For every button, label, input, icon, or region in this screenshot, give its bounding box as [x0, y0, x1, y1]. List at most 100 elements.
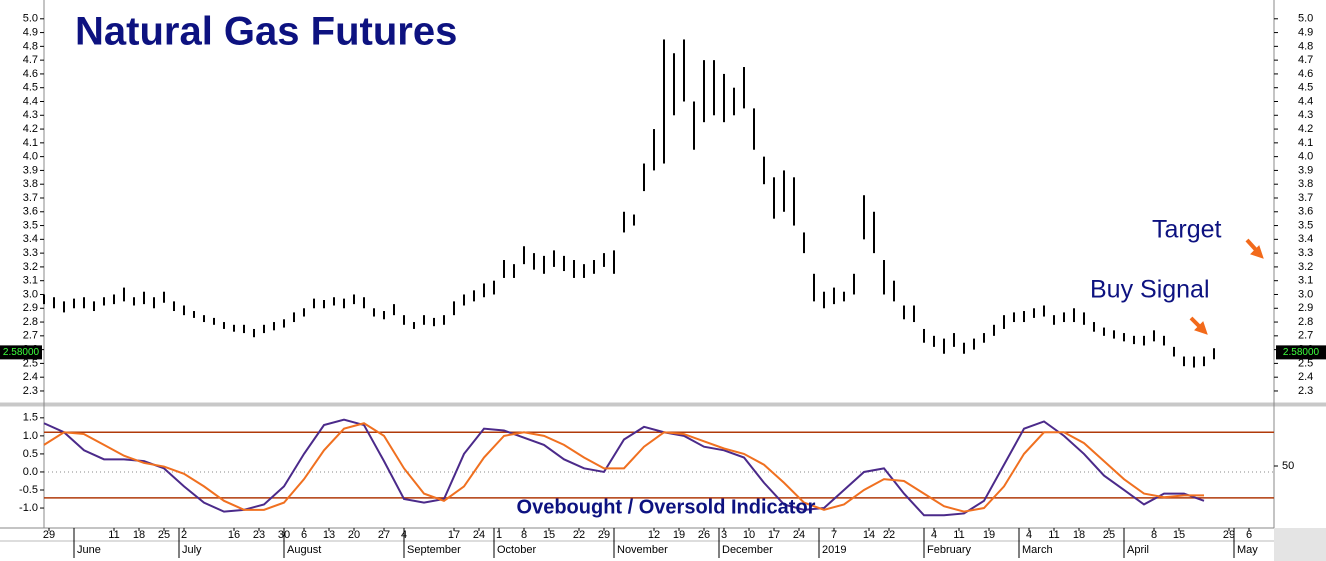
x-tick-label: 11 — [108, 529, 119, 541]
month-label: May — [1237, 544, 1258, 556]
y-tick-label: 4.9 — [23, 26, 38, 38]
y-tick-label-right: 2.4 — [1298, 371, 1313, 383]
y-tick-label: 4.1 — [23, 137, 38, 149]
axis-corner — [1274, 528, 1326, 561]
current-price-box — [0, 345, 42, 360]
y-tick-label-right: 4.0 — [1298, 151, 1313, 163]
x-tick-label: 17 — [448, 529, 460, 541]
x-tick-label: 22 — [883, 529, 895, 541]
y-tick-label: 4.3 — [23, 109, 38, 121]
current-price-label: 2.58000 — [3, 347, 40, 358]
x-tick-label: 7 — [831, 529, 837, 541]
y-tick-label-right: 4.8 — [1298, 40, 1313, 52]
x-tick-label: 13 — [323, 529, 335, 541]
y-tick-label: 2.8 — [23, 316, 38, 328]
y-tick-label: 4.2 — [23, 123, 38, 135]
y-tick-label-right: 2.5 — [1298, 357, 1313, 369]
indicator-title: Ovebought / Oversold Indicator — [517, 496, 816, 518]
x-tick-label: 20 — [348, 529, 360, 541]
y-tick-label-right: 2.9 — [1298, 302, 1313, 314]
x-tick-label: 4 — [1026, 529, 1032, 541]
y-tick-label-right: 4.7 — [1298, 54, 1313, 66]
y-tick-label-right: 2.3 — [1298, 385, 1313, 397]
current-price-label: 2.58000 — [1283, 347, 1320, 358]
month-label: April — [1127, 544, 1149, 556]
x-tick-label: 18 — [1073, 529, 1085, 541]
marks: 2.32.32.42.42.52.52.62.62.72.72.82.82.92… — [0, 13, 1326, 558]
y-tick-label: 2.7 — [23, 330, 38, 342]
y-tick-label: 4.6 — [23, 68, 38, 80]
x-tick-label: 25 — [158, 529, 170, 541]
y-tick-label: 1.0 — [23, 430, 38, 442]
y-tick-label: 3.8 — [23, 178, 38, 190]
month-label: July — [182, 544, 202, 556]
y-tick-label-right: 4.6 — [1298, 68, 1313, 80]
x-tick-label: 29 — [598, 529, 610, 541]
month-label: 2019 — [822, 544, 846, 556]
y-tick-label: 3.1 — [23, 275, 38, 287]
y-tick-label-right: 4.4 — [1298, 95, 1313, 107]
x-tick-label: 16 — [228, 529, 240, 541]
indicator-line — [43, 418, 1205, 517]
x-tick-label: 8 — [1151, 529, 1157, 541]
y-tick-label: 2.9 — [23, 302, 38, 314]
y-tick-label: 1.5 — [23, 412, 38, 424]
x-tick-label: 19 — [983, 529, 995, 541]
y-tick-label-right: 3.0 — [1298, 288, 1313, 300]
x-tick-label: 11 — [953, 529, 964, 541]
y-tick-label: 3.9 — [23, 164, 38, 176]
x-tick-label: 18 — [133, 529, 145, 541]
y-tick-label-right: 4.2 — [1298, 123, 1313, 135]
x-tick-label: 11 — [1048, 529, 1059, 541]
x-tick-label: 2 — [181, 529, 187, 541]
y-tick-label: 3.4 — [23, 233, 38, 245]
y-tick-label: 4.5 — [23, 82, 38, 94]
x-tick-label: 8 — [521, 529, 527, 541]
month-label: November — [617, 544, 668, 556]
y-tick-label: 0.5 — [23, 448, 38, 460]
x-tick-label: 12 — [648, 529, 660, 541]
x-tick-label: 14 — [863, 529, 875, 541]
y-tick-label: 2.5 — [23, 357, 38, 369]
y-tick-label: 0.0 — [23, 466, 38, 478]
y-tick-label-right: 2.8 — [1298, 316, 1313, 328]
x-tick-label: 15 — [1173, 529, 1185, 541]
y-tick-label: 3.0 — [23, 288, 38, 300]
x-tick-label: 4 — [931, 529, 937, 541]
y-tick-label-right: 3.2 — [1298, 261, 1313, 273]
month-label: March — [1022, 544, 1053, 556]
month-label: June — [77, 544, 101, 556]
x-tick-label: 6 — [301, 529, 307, 541]
x-tick-label: 26 — [698, 529, 710, 541]
month-label: August — [287, 544, 321, 556]
y-tick-label: 3.5 — [23, 219, 38, 231]
y-tick-label-right: 3.1 — [1298, 275, 1313, 287]
y-tick-label-right: 3.8 — [1298, 178, 1313, 190]
x-tick-label: 25 — [1103, 529, 1115, 541]
x-tick-label: 23 — [253, 529, 265, 541]
y-tick-label-right: 4.3 — [1298, 109, 1313, 121]
x-tick-label: 27 — [378, 529, 390, 541]
y-tick-label: 4.4 — [23, 95, 38, 107]
y-tick-label: 3.2 — [23, 261, 38, 273]
y-tick-label: 2.4 — [23, 371, 38, 383]
y-tick-label-right: 3.9 — [1298, 164, 1313, 176]
y-tick-label-right: 4.5 — [1298, 82, 1313, 94]
x-tick-label: 24 — [473, 529, 485, 541]
y-tick-label-right: 3.4 — [1298, 233, 1313, 245]
y-tick-label: 2.3 — [23, 385, 38, 397]
x-tick-label: 24 — [793, 529, 805, 541]
arrow — [1189, 316, 1208, 335]
y-tick-label: 3.6 — [23, 206, 38, 218]
current-price-box — [1276, 345, 1326, 360]
month-label: October — [497, 544, 536, 556]
x-tick-label: 3 — [721, 529, 727, 541]
x-tick-label: 6 — [1246, 529, 1252, 541]
x-tick-label: 19 — [673, 529, 685, 541]
y-tick-label-right: 3.7 — [1298, 192, 1313, 204]
y-tick-label-right: 4.1 — [1298, 137, 1313, 149]
month-label: December — [722, 544, 773, 556]
y-tick-label-right: 5.0 — [1298, 13, 1313, 25]
y-tick-label: 3.3 — [23, 247, 38, 259]
